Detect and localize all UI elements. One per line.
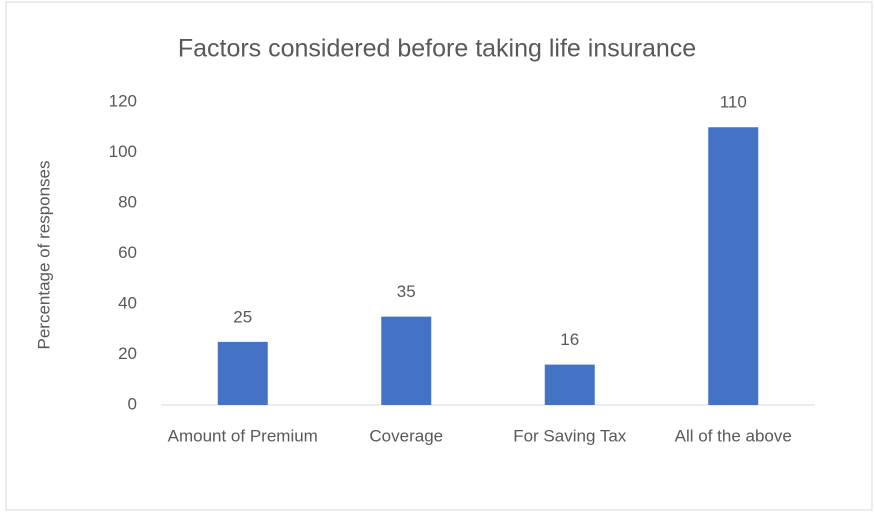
data-label: 35 — [397, 282, 416, 301]
x-tick-label: For Saving Tax — [513, 426, 627, 445]
y-tick-label: 60 — [118, 243, 137, 262]
data-label: 110 — [720, 93, 747, 112]
y-tick-label: 20 — [118, 344, 137, 363]
bar — [544, 364, 595, 405]
y-axis-label: Percentage of responses — [34, 160, 53, 349]
y-tick-label: 100 — [109, 142, 137, 161]
data-label: 16 — [560, 330, 579, 349]
y-tick-label: 120 — [109, 91, 137, 110]
bar — [708, 127, 759, 405]
data-label: 25 — [233, 307, 252, 326]
chart-title: Factors considered before taking life in… — [178, 35, 696, 63]
y-tick-label: 0 — [128, 394, 137, 413]
y-tick-label: 80 — [118, 192, 137, 211]
x-tick-label: All of the above — [675, 426, 792, 445]
bar — [381, 316, 432, 405]
y-tick-label: 40 — [118, 293, 137, 312]
bar — [217, 341, 268, 405]
x-tick-label: Coverage — [369, 426, 443, 445]
x-tick-label: Amount of Premium — [168, 426, 318, 445]
